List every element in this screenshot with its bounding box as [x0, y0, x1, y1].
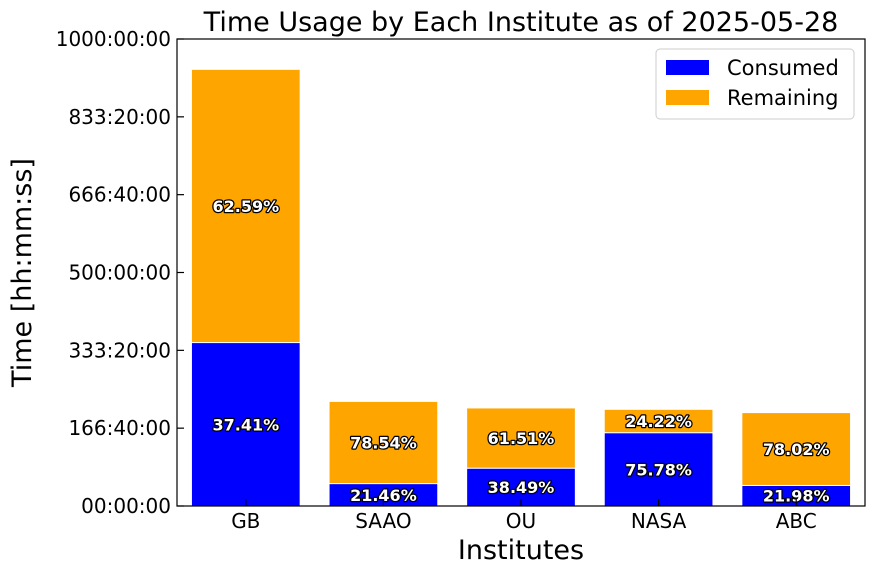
y-tick-label: 00:00:00 — [81, 494, 171, 518]
chart-title: Time Usage by Each Institute as of 2025-… — [203, 7, 839, 38]
x-tick-label-abc: ABC — [776, 509, 817, 533]
legend-swatch-remaining — [666, 90, 709, 105]
bar-remaining-nasa — [603, 408, 714, 434]
bar-remaining-saao — [328, 400, 439, 485]
bar-label-remaining-ou: 61.51% — [488, 429, 555, 448]
y-tick-label: 166:40:00 — [68, 416, 171, 440]
bar-consumed-nasa — [603, 432, 714, 507]
x-tick-label-saao: SAAO — [355, 509, 411, 533]
legend: Consumed Remaining — [655, 48, 855, 120]
y-tick-label: 333:20:00 — [68, 338, 171, 362]
bar-label-remaining-saao: 78.54% — [350, 433, 417, 452]
x-tick-label-gb: GB — [231, 509, 260, 533]
plot-area: 37.41% 62.59% GB 21.46% 78.54% SAAO 38.49% 61.5… — [56, 27, 866, 533]
bar-label-consumed-saao: 21.46% — [350, 486, 417, 505]
bar-remaining-abc — [741, 412, 852, 486]
legend-label-remaining: Remaining — [727, 86, 839, 110]
bar-label-consumed-ou: 38.49% — [488, 478, 555, 497]
y-tick-label: 500:00:00 — [68, 261, 171, 285]
x-tick-label-ou: OU — [506, 509, 536, 533]
y-tick-label: 666:40:00 — [68, 183, 171, 207]
y-tick-label: 833:20:00 — [68, 105, 171, 129]
legend-swatch-consumed — [666, 60, 709, 75]
bar-label-consumed-gb: 37.41% — [212, 415, 279, 434]
bar-label-remaining-abc: 78.02% — [763, 440, 830, 459]
bar-label-consumed-abc: 21.98% — [763, 487, 830, 506]
x-tick-label-nasa: NASA — [631, 509, 687, 533]
bar-consumed-gb — [190, 342, 301, 507]
bar-label-remaining-gb: 62.59% — [212, 197, 279, 216]
plot-frame — [176, 38, 866, 507]
y-tick-label: 1000:00:00 — [56, 27, 171, 51]
legend-label-consumed: Consumed — [727, 56, 839, 80]
y-axis-label: Time [hh:mm:ss] — [7, 158, 38, 388]
bar-label-remaining-nasa: 24.22% — [625, 412, 692, 431]
bar-label-consumed-nasa: 75.78% — [625, 460, 692, 479]
bar-remaining-gb — [190, 68, 301, 344]
x-axis-label: Institutes — [458, 535, 584, 566]
bar-remaining-ou — [466, 407, 576, 469]
